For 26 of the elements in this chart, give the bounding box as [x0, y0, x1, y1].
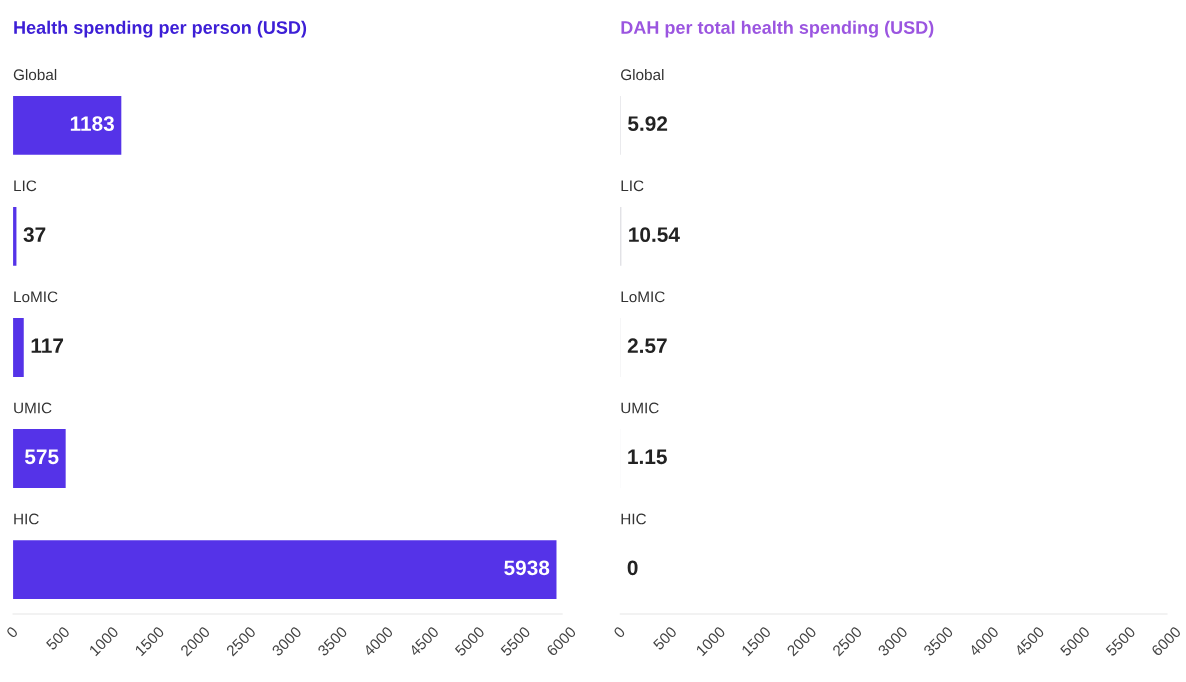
y-tick-label: LoMIC: [14, 291, 58, 303]
y-tick-label: LIC: [14, 180, 37, 192]
chart-title: DAH per total health spending (USD): [621, 20, 934, 38]
y-tick-label: HIC: [14, 513, 39, 525]
data-label: 5938: [504, 560, 550, 576]
y-tick-label: Global: [621, 68, 664, 81]
data-label: 37: [23, 227, 46, 243]
data-label: 2.57: [627, 338, 667, 354]
data-label: 10.54: [629, 227, 680, 243]
data-label: 0: [627, 560, 638, 576]
x-tick-label: 500: [652, 625, 678, 651]
x-tick-label: 0: [5, 625, 19, 639]
y-tick-label: LIC: [621, 180, 644, 192]
y-tick-label: LoMIC: [621, 291, 665, 303]
data-label: 1183: [70, 116, 114, 132]
y-tick-label: UMIC: [621, 402, 659, 414]
x-tick-label: 500: [45, 625, 71, 651]
x-tick-label: 0: [612, 625, 626, 639]
data-label: 117: [31, 338, 64, 353]
chart-title: Health spending per person (USD): [14, 20, 307, 38]
y-tick-label: UMIC: [14, 402, 52, 414]
data-label: 1.15: [628, 449, 667, 465]
data-label: 5.92: [628, 116, 668, 131]
y-tick-label: Global: [13, 68, 57, 81]
y-tick-label: HIC: [621, 513, 647, 525]
data-label: 575: [24, 449, 59, 465]
